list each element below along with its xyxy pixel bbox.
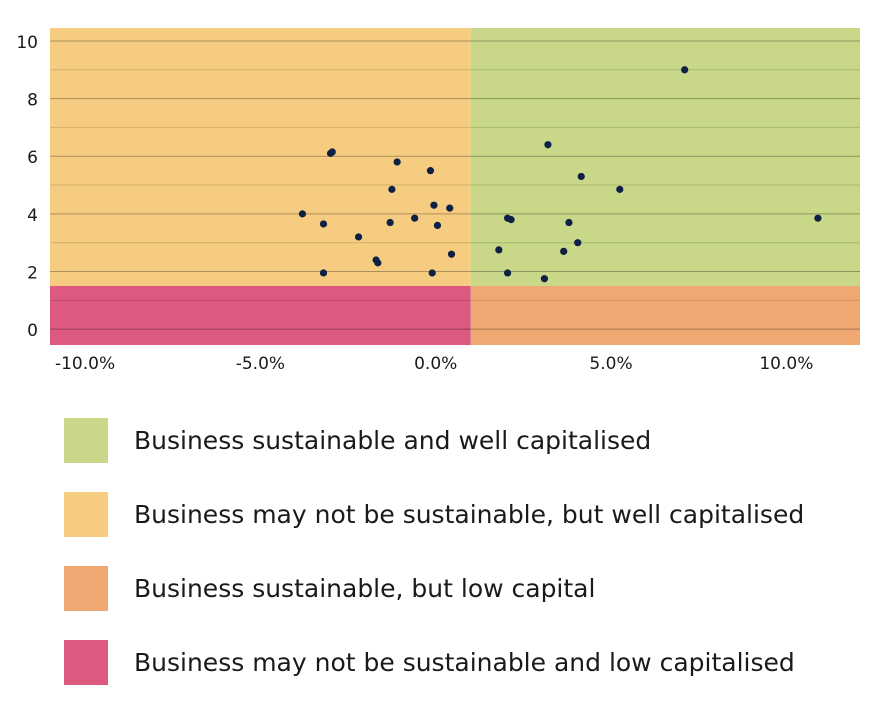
region-bottom-right bbox=[470, 285, 860, 345]
x-tick-label: 10.0% bbox=[759, 354, 813, 374]
data-point bbox=[616, 185, 624, 193]
x-tick-label: 0.0% bbox=[414, 354, 457, 374]
legend-label: Business sustainable, but low capital bbox=[134, 574, 596, 603]
region-bottom-left bbox=[50, 285, 471, 345]
legend: Business sustainable and well capitalise… bbox=[64, 418, 804, 714]
data-point bbox=[560, 247, 568, 255]
data-point bbox=[814, 214, 822, 222]
legend-item-sustainable-well-capitalised: Business sustainable and well capitalise… bbox=[64, 418, 804, 463]
data-point bbox=[298, 210, 307, 218]
data-point bbox=[354, 233, 363, 241]
scatter-chart: 0 2 4 6 8 10 -10.0% -5.0% 0.0% 5.0% 10.0% bbox=[16, 28, 860, 374]
legend-swatch-pink bbox=[64, 640, 108, 685]
data-point bbox=[447, 250, 456, 258]
y-tick-label: 2 bbox=[27, 264, 38, 284]
data-point bbox=[428, 269, 436, 277]
data-point bbox=[681, 66, 689, 74]
data-point bbox=[577, 172, 585, 181]
data-point bbox=[430, 201, 438, 209]
data-point bbox=[503, 269, 512, 277]
y-tick-label: 8 bbox=[27, 91, 38, 111]
legend-item-not-sustainable-well-capitalised: Business may not be sustainable, but wel… bbox=[64, 492, 804, 537]
data-point bbox=[433, 221, 442, 230]
x-tick-label: -5.0% bbox=[236, 354, 285, 374]
data-point bbox=[565, 218, 573, 227]
data-point bbox=[495, 246, 503, 254]
data-point bbox=[386, 218, 394, 227]
legend-swatch-green bbox=[64, 418, 108, 463]
x-tick-label: -10.0% bbox=[55, 354, 115, 374]
legend-swatch-orange bbox=[64, 566, 108, 611]
data-point bbox=[426, 167, 435, 175]
x-tick-label: 5.0% bbox=[589, 354, 632, 374]
legend-item-sustainable-low-capital: Business sustainable, but low capital bbox=[64, 566, 804, 611]
data-point bbox=[544, 141, 552, 149]
data-point bbox=[540, 275, 549, 283]
data-point bbox=[446, 204, 454, 212]
data-point bbox=[507, 216, 515, 224]
y-tick-label: 4 bbox=[27, 206, 38, 226]
data-point bbox=[574, 239, 582, 247]
y-tick-label: 6 bbox=[27, 148, 38, 168]
data-point bbox=[393, 158, 401, 166]
data-point bbox=[388, 185, 396, 193]
legend-item-not-sustainable-low-capitalised: Business may not be sustainable and low … bbox=[64, 640, 804, 685]
y-tick-label: 0 bbox=[27, 321, 38, 341]
data-point bbox=[328, 148, 336, 156]
legend-label: Business sustainable and well capitalise… bbox=[134, 426, 652, 455]
data-point bbox=[411, 214, 419, 222]
region-top-right bbox=[470, 28, 860, 286]
legend-label: Business may not be sustainable, but wel… bbox=[134, 500, 805, 529]
data-point bbox=[319, 220, 328, 228]
legend-swatch-yellow bbox=[64, 492, 108, 537]
data-point bbox=[374, 259, 382, 267]
region-top-left bbox=[50, 28, 471, 286]
legend-label: Business may not be sustainable and low … bbox=[134, 648, 795, 677]
y-tick-label: 10 bbox=[16, 33, 38, 53]
data-point bbox=[319, 269, 328, 277]
